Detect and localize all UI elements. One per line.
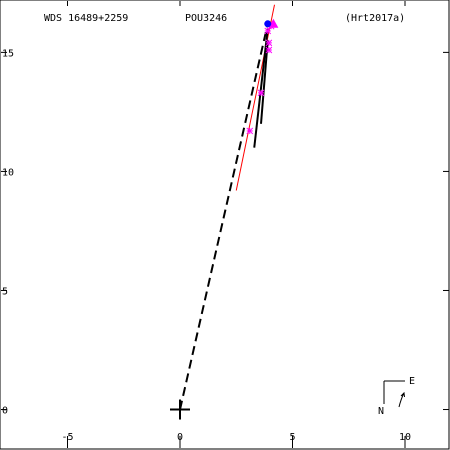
- measurement-mark: [264, 27, 272, 35]
- y-tick-label: 10: [2, 167, 14, 178]
- residual-segment: [260, 40, 269, 124]
- measurement-mark: [265, 39, 273, 47]
- reference-line: [235, 4, 275, 191]
- data-series: [170, 4, 279, 420]
- compass-direction-arrow-icon: [398, 391, 405, 408]
- measurement-mark: [257, 89, 265, 97]
- y-tick-label: 5: [2, 286, 8, 297]
- x-tick-label: 0: [177, 432, 183, 443]
- x-tick-label: 10: [399, 432, 411, 443]
- measurement-point: [264, 27, 272, 35]
- current-position-marker: [264, 20, 272, 28]
- compass-north-label: N: [378, 406, 384, 417]
- wds-id-label: WDS 16489+2259: [44, 13, 128, 24]
- compass-east-label: E: [409, 376, 415, 387]
- orbit-path-line: [179, 23, 269, 410]
- compass-indicator: E N: [378, 376, 415, 417]
- measurement-point: [265, 46, 273, 54]
- reference-label: (Hrt2017a): [345, 13, 405, 24]
- discoverer-label: POU3246: [185, 13, 227, 24]
- measurement-point: [246, 127, 254, 135]
- latest-measurement-marker: [268, 18, 279, 28]
- measurement-point: [257, 89, 265, 97]
- measurement-mark: [265, 46, 273, 54]
- y-tick-label: 15: [2, 48, 14, 59]
- measurement-mark: [246, 127, 254, 135]
- x-tick-label: -5: [61, 432, 73, 443]
- measurement-point: [265, 39, 273, 47]
- y-tick-label: 0: [2, 406, 8, 417]
- residual-segment: [253, 28, 269, 148]
- x-tick-label: 5: [289, 432, 295, 443]
